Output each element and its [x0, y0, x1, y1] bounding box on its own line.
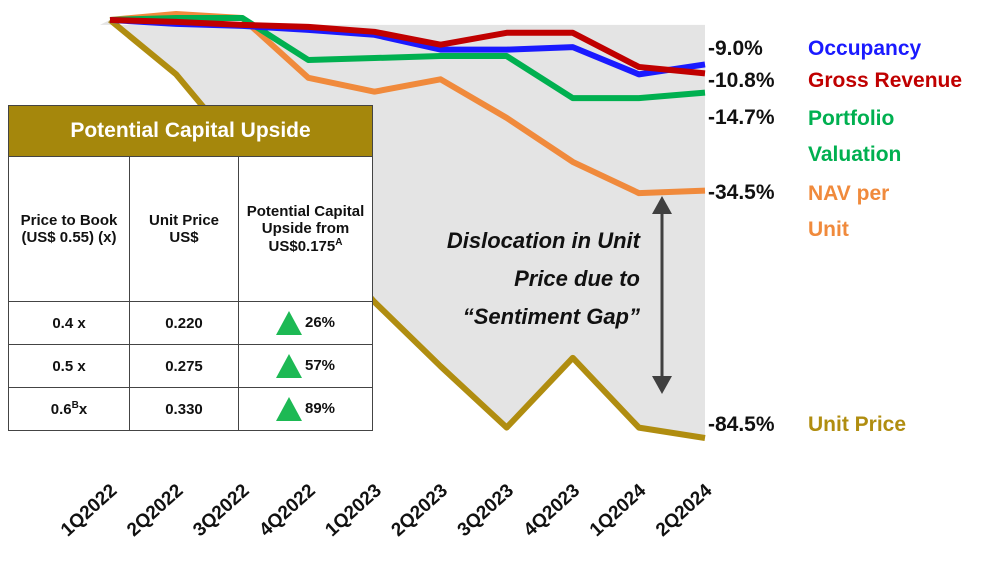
cell-text: 89%: [304, 399, 336, 417]
up-icon: [275, 397, 302, 421]
x-tick-label: 3Q2023: [454, 480, 518, 541]
table-row: 0.4 x 0.220 26%: [8, 301, 373, 345]
cell-text: Price to Book (US$ 0.55) (x): [20, 212, 118, 246]
table-cell: 89%: [238, 387, 373, 431]
table-cell: 0.330: [129, 387, 239, 431]
end-value: -84.5%: [708, 413, 775, 436]
table-cell: 57%: [238, 344, 373, 388]
end-value: -9.0%: [708, 37, 763, 60]
cell-text: 0.4 x: [52, 314, 86, 332]
cell-text: 0.275: [165, 357, 203, 375]
cell-text: 0.330: [165, 400, 203, 418]
end-value: -10.8%: [708, 69, 775, 92]
cell-text: 0.6: [50, 401, 72, 418]
cell-text: 0.5 x: [52, 357, 86, 375]
upside-table: Potential Capital Upside Price to Book (…: [8, 105, 373, 431]
cell-text: Unit Price US$: [148, 212, 220, 246]
up-icon: [275, 311, 302, 335]
x-tick-label: 4Q2023: [520, 480, 584, 541]
table-cell: 26%: [238, 301, 373, 345]
table-row: 0.5 x 0.275 57%: [8, 344, 373, 388]
cell-text: Potential Capital Upside from US$0.175: [246, 203, 365, 255]
legend-label: Portfolio Valuation: [808, 107, 902, 166]
legend-label: Occupancy: [808, 37, 922, 60]
table-cell: Potential Capital Upside from US$0.175A: [238, 156, 373, 302]
x-tick-label: 3Q2022: [189, 480, 253, 541]
table-cell: Unit Price US$: [129, 156, 239, 302]
x-tick-label: 4Q2022: [255, 480, 319, 541]
arrow-head-top: [652, 196, 672, 214]
table-cell: 0.5 x: [8, 344, 130, 388]
table-cell: Price to Book (US$ 0.55) (x): [8, 156, 130, 302]
table-title: Potential Capital Upside: [8, 105, 373, 157]
x-tick-label: 1Q2023: [321, 480, 385, 541]
legend-label: NAV per Unit: [808, 182, 890, 241]
table-cell: 0.6Bx: [8, 387, 130, 431]
x-tick-label: 2Q2023: [388, 480, 452, 541]
x-tick-label: 1Q2022: [57, 480, 121, 541]
annotation: Dislocation in Unit Price due to “Sentim…: [446, 228, 640, 329]
end-value: -34.5%: [708, 181, 775, 204]
cell-text: 0.220: [165, 314, 203, 332]
arrow-head-bottom: [652, 376, 672, 394]
table-cell: 0.4 x: [8, 301, 130, 345]
cell-text: 57%: [304, 356, 336, 374]
cell-note: B: [71, 400, 79, 411]
x-tick-label: 2Q2024: [652, 480, 717, 541]
table-cell: 0.275: [129, 344, 239, 388]
table-row: 0.6Bx 0.330 89%: [8, 387, 373, 431]
line-2: [109, 14, 706, 102]
cell-text: x: [78, 401, 88, 418]
end-value: -14.7%: [708, 106, 775, 129]
line-1: [109, 16, 706, 77]
x-tick-label: 1Q2024: [586, 480, 651, 541]
legend-label: Gross Revenue: [808, 69, 963, 92]
legend-label: Unit Price: [808, 413, 907, 436]
cell-text: 26%: [304, 313, 336, 331]
x-tick-label: 2Q2022: [123, 480, 187, 541]
up-icon: [275, 354, 302, 378]
cell-note: A: [335, 237, 343, 248]
table-cell: 0.220: [129, 301, 239, 345]
